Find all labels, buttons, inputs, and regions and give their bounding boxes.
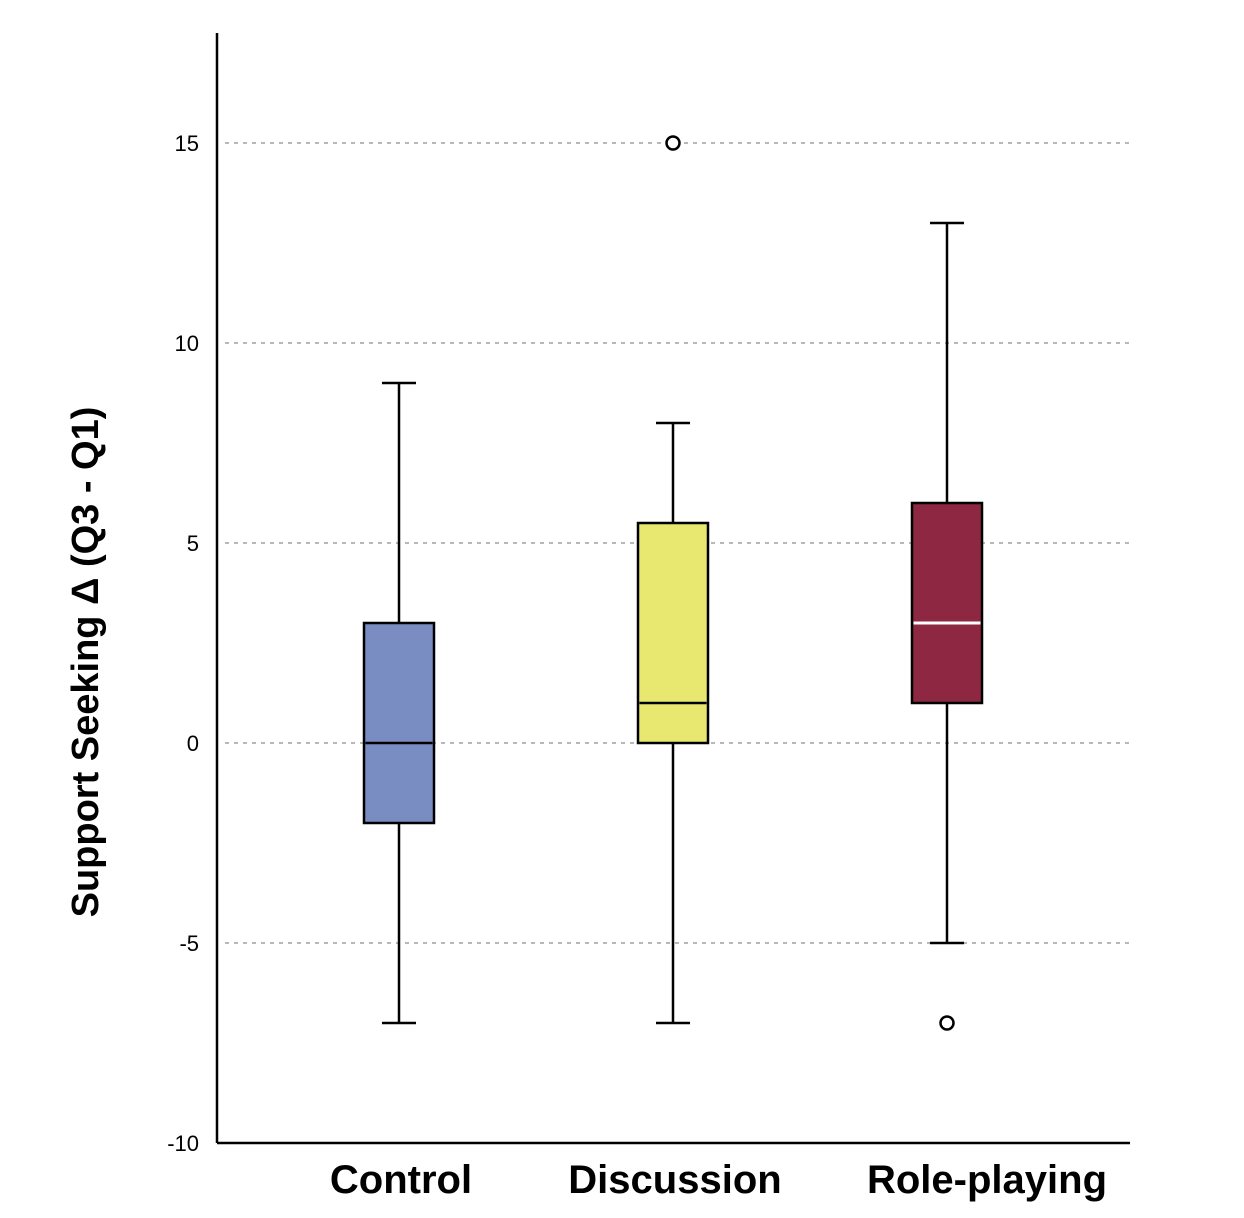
y-tick-label: -10 bbox=[167, 1131, 199, 1156]
x-tick-labels: Control Discussion Role-playing bbox=[330, 1158, 1107, 1202]
y-tick-label: 10 bbox=[175, 331, 199, 356]
iqr-box bbox=[910, 501, 984, 705]
iqr-box bbox=[362, 621, 436, 825]
outlier-point bbox=[665, 135, 681, 151]
y-tick-label: -5 bbox=[179, 931, 199, 956]
x-tick-label: Role-playing bbox=[867, 1158, 1107, 1202]
boxes-layer bbox=[362, 135, 984, 1031]
y-axis-label: Support Seeking Δ (Q3 - Q1) bbox=[65, 407, 107, 918]
box-control bbox=[362, 381, 436, 1025]
iqr-box bbox=[636, 521, 710, 745]
x-tick-label: Discussion bbox=[568, 1158, 781, 1202]
outlier-point bbox=[939, 1015, 955, 1031]
y-tick-label: 5 bbox=[187, 531, 199, 556]
x-tick-label: Control bbox=[330, 1158, 472, 1202]
box-discussion bbox=[636, 135, 710, 1025]
axis-layer bbox=[215, 33, 1130, 1145]
box-role-playing bbox=[910, 221, 984, 1031]
y-tick-label: 15 bbox=[175, 131, 199, 156]
y-tick-labels: -10 -5 0 5 10 15 bbox=[167, 131, 199, 1156]
y-tick-label: 0 bbox=[187, 731, 199, 756]
